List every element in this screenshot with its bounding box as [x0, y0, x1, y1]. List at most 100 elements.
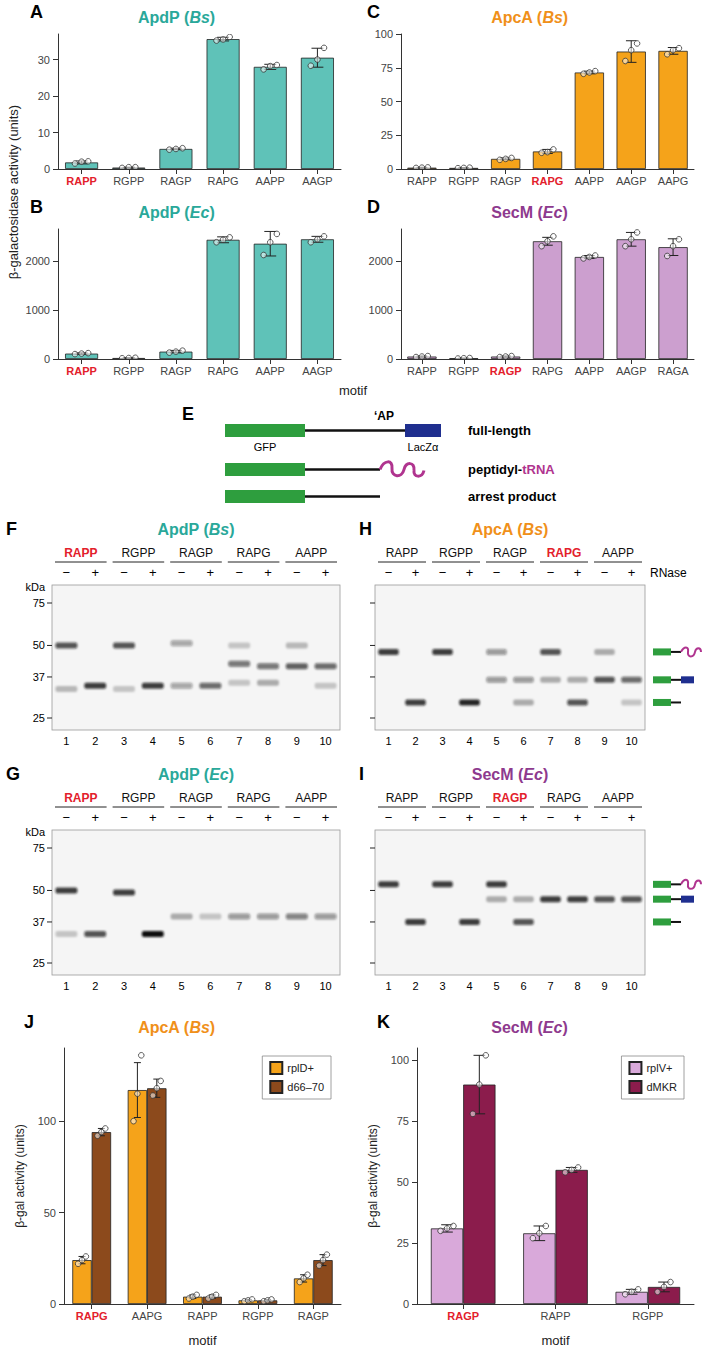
svg-text:9: 9 [601, 735, 607, 747]
svg-text:0: 0 [50, 1298, 56, 1310]
svg-text:AAGP: AAGP [302, 175, 333, 187]
svg-text:4: 4 [150, 735, 156, 747]
svg-text:Ec: Ec [543, 1019, 563, 1036]
svg-text:5: 5 [179, 980, 185, 992]
svg-text:RAPG: RAPG [76, 1310, 108, 1322]
svg-text:d66–70: d66–70 [287, 1081, 324, 1093]
svg-text:D: D [367, 197, 380, 217]
svg-text:25: 25 [397, 1237, 409, 1249]
svg-text:−: − [120, 565, 128, 580]
svg-text:1: 1 [385, 735, 391, 747]
svg-text:‘AP: ‘AP [374, 409, 394, 423]
svg-text:6: 6 [207, 735, 213, 747]
svg-text:5: 5 [179, 735, 185, 747]
svg-text:RAPP: RAPP [66, 175, 97, 187]
svg-text:0: 0 [44, 163, 50, 175]
svg-text:Bs: Bs [542, 9, 563, 26]
svg-text:75: 75 [33, 842, 45, 854]
svg-text:AAPP: AAPP [602, 546, 634, 560]
svg-text:1: 1 [385, 980, 391, 992]
svg-text:+: + [264, 810, 272, 825]
svg-text:75: 75 [381, 62, 393, 74]
svg-text:2000: 2000 [369, 255, 393, 267]
svg-text:25: 25 [33, 712, 45, 724]
svg-text:−: − [63, 565, 71, 580]
svg-text:100: 100 [38, 1115, 56, 1127]
svg-text:Ec: Ec [543, 204, 563, 221]
svg-text:1: 1 [63, 735, 69, 747]
svg-text:AAPP: AAPP [602, 791, 634, 805]
svg-text:+: + [628, 565, 636, 580]
svg-text:ApcA (: ApcA ( [491, 9, 543, 26]
svg-text:): ) [210, 9, 215, 26]
svg-text:25: 25 [33, 957, 45, 969]
svg-text:E: E [182, 404, 194, 424]
svg-text:9: 9 [601, 980, 607, 992]
svg-text:RGPP: RGPP [439, 791, 473, 805]
svg-text:GFP: GFP [254, 441, 277, 453]
svg-text:RAPP: RAPP [66, 365, 97, 377]
svg-text:RGPP: RGPP [121, 791, 155, 805]
svg-text:+: + [207, 810, 215, 825]
svg-text:RAPP: RAPP [386, 791, 419, 805]
svg-text:6: 6 [520, 980, 526, 992]
svg-text:RAGP: RAGP [179, 546, 213, 560]
svg-text:SecM (Ec): SecM (Ec) [472, 766, 548, 783]
svg-text:SecM (: SecM ( [491, 1019, 543, 1036]
svg-text:RAPG: RAPG [207, 365, 238, 377]
svg-text:+: + [149, 810, 157, 825]
svg-text:RGPP: RGPP [448, 365, 479, 377]
svg-text:RAGP: RAGP [447, 1310, 479, 1322]
svg-text:7: 7 [236, 735, 242, 747]
svg-text:RAGP: RAGP [160, 175, 191, 187]
svg-text:+: + [520, 810, 528, 825]
svg-text:Ec: Ec [190, 204, 210, 221]
svg-text:−: − [293, 810, 301, 825]
svg-text:full-length: full-length [468, 423, 531, 438]
svg-text:+: + [91, 565, 99, 580]
svg-text:F: F [6, 519, 17, 539]
svg-text:RAPG: RAPG [547, 546, 582, 560]
svg-text:8: 8 [574, 980, 580, 992]
svg-text:50: 50 [381, 96, 393, 108]
svg-text:25: 25 [381, 129, 393, 141]
svg-text:RGPP: RGPP [113, 365, 144, 377]
svg-text:): ) [209, 204, 214, 221]
svg-text:+: + [628, 810, 636, 825]
svg-text:RGPP: RGPP [121, 546, 155, 560]
svg-text:0: 0 [403, 1298, 409, 1310]
svg-text:+: + [574, 810, 582, 825]
svg-text:RAPG: RAPG [532, 365, 563, 377]
svg-text:4: 4 [150, 980, 156, 992]
svg-text:B: B [30, 197, 43, 217]
svg-text:2: 2 [92, 980, 98, 992]
svg-text:100: 100 [375, 28, 393, 40]
svg-text:−: − [547, 565, 555, 580]
svg-text:−: − [178, 565, 186, 580]
svg-text:ApcA (: ApcA ( [138, 1019, 190, 1036]
svg-text:−: − [385, 810, 393, 825]
svg-text:10: 10 [319, 735, 331, 747]
svg-text:4: 4 [466, 735, 472, 747]
svg-text:7: 7 [547, 735, 553, 747]
svg-text:+: + [412, 565, 420, 580]
svg-text:dMKR: dMKR [646, 1081, 677, 1093]
svg-text:motif: motif [541, 1333, 570, 1348]
svg-text:6: 6 [520, 735, 526, 747]
svg-text:peptidyl-tRNA: peptidyl-tRNA [468, 462, 555, 477]
svg-text:+: + [149, 565, 157, 580]
svg-text:1000: 1000 [26, 304, 50, 316]
svg-text:50: 50 [397, 1176, 409, 1188]
svg-text:RAGP: RAGP [490, 175, 521, 187]
svg-text:−: − [439, 565, 447, 580]
svg-text:50: 50 [33, 884, 45, 896]
svg-text:0: 0 [387, 163, 393, 175]
svg-text:motif: motif [188, 1333, 217, 1348]
svg-text:kDa: kDa [25, 826, 45, 838]
svg-text:+: + [322, 810, 330, 825]
svg-text:AAPP: AAPP [256, 175, 285, 187]
svg-text:−: − [235, 565, 243, 580]
svg-text:+: + [207, 565, 215, 580]
svg-text:−: − [293, 565, 301, 580]
svg-text:3: 3 [121, 735, 127, 747]
